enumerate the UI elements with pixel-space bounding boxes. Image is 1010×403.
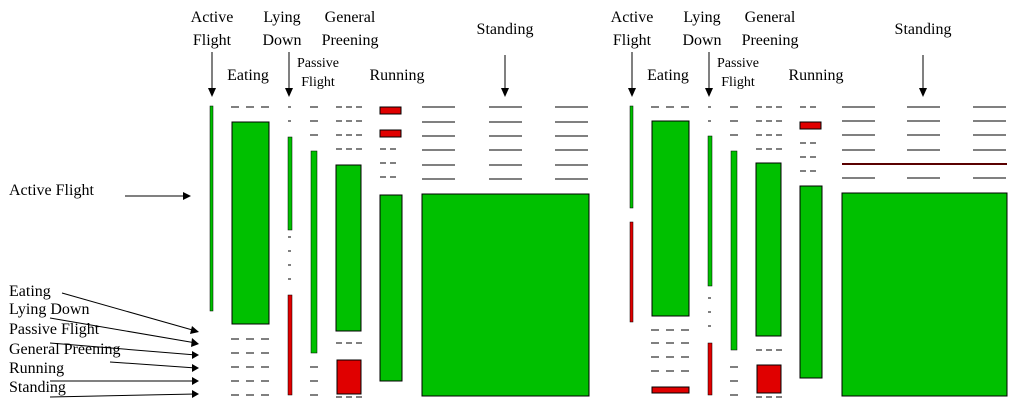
left-label-standing: Standing (477, 21, 534, 38)
left-cell-standing-standing (421, 193, 590, 397)
row-label-running: Running (9, 360, 64, 377)
right-label-general-preening-line2: Preening (742, 32, 799, 49)
right-col-lyingdown-dashes (708, 106, 711, 327)
left-cell-lyingdown-activeflight (287, 136, 293, 231)
row-labels: Active Flight Eating Lying Down Passive … (9, 182, 199, 398)
left-cell-eating-eating (231, 121, 270, 325)
right-col-eating-dashes (651, 106, 689, 372)
right-cell-eating-standing (651, 386, 690, 394)
right-cell-passiveflight-passiveflight (730, 150, 738, 351)
right-label-running: Running (788, 67, 843, 84)
right-cell-activeflight-eating (629, 221, 634, 323)
right-cell-generalpreening-running (756, 364, 782, 394)
left-cell-running-running (379, 194, 403, 382)
row-label-passive-flight: Passive Flight (9, 321, 100, 338)
left-label-lying-down-line2: Down (262, 32, 301, 49)
right-panel-matrix (629, 105, 1008, 398)
left-panel-column-labels: Active Flight Eating Lying Down Passive … (191, 9, 534, 90)
right-cell-generalpreening-generalpreening (755, 162, 782, 337)
left-label-running: Running (369, 67, 424, 84)
left-label-active-flight-line1: Active (191, 9, 234, 26)
right-label-general-preening-line1: General (745, 9, 796, 26)
left-col-passiveflight-dashes (310, 106, 318, 396)
right-panel-arrows (628, 52, 927, 97)
left-arrowhead-standing (501, 88, 509, 97)
right-cell-standing-standing (841, 192, 1008, 397)
left-label-eating: Eating (227, 67, 269, 84)
right-cell-eating-eating (651, 120, 690, 317)
right-label-passive-flight-line1: Passive (717, 56, 759, 71)
row-label-active-flight: Active Flight (9, 182, 94, 199)
right-label-active-flight-line1: Active (611, 9, 654, 26)
right-col-generalpreening-dashes (756, 106, 782, 398)
right-col-passiveflight-dashes (730, 106, 738, 396)
left-arrowhead-active-flight (208, 88, 216, 97)
right-label-lying-down-line2: Down (682, 32, 721, 49)
right-cell-lyingdown-running (707, 342, 713, 396)
row-label-standing: Standing (9, 379, 66, 396)
left-label-active-flight-line2: Flight (193, 32, 232, 49)
right-col-standing-dashes (842, 106, 1006, 179)
left-label-passive-flight-line2: Flight (301, 75, 335, 90)
left-panel-matrix (209, 105, 590, 398)
left-cell-generalpreening-running (336, 359, 362, 395)
right-cell-lyingdown-lyingdown (707, 135, 713, 287)
left-cell-generalpreening-generalpreening (335, 164, 362, 332)
left-cell-passiveflight-passiveflight (310, 150, 318, 354)
row-label-eating: Eating (9, 283, 51, 300)
right-label-active-flight-line2: Flight (613, 32, 652, 49)
left-col-standing-dashes (422, 106, 588, 180)
left-col-running-dashes (380, 148, 396, 178)
row-label-general-preening: General Preening (9, 341, 121, 358)
left-cell-activeflight-activeflight (209, 105, 214, 312)
left-label-lying-down-line1: Lying (263, 9, 300, 26)
row-label-lying-down: Lying Down (9, 301, 89, 318)
right-label-eating: Eating (647, 67, 689, 84)
right-panel-column-labels: Active Flight Eating Lying Down Passive … (611, 9, 952, 90)
right-cell-standing-passiveflight (842, 163, 1007, 165)
right-col-running-dashes (800, 106, 816, 172)
right-cell-activeflight-activeflight (629, 105, 634, 209)
left-label-general-preening-line1: General (325, 9, 376, 26)
left-cell-lyingdown-running (287, 294, 293, 396)
right-cell-running-running (799, 185, 823, 379)
left-col-eating-dashes (231, 106, 269, 396)
left-cell-running-activeflight (379, 106, 402, 115)
left-panel-arrows (208, 52, 509, 97)
right-label-standing: Standing (895, 21, 952, 38)
left-col-generalpreening-dashes (336, 106, 362, 398)
left-label-passive-flight-line1: Passive (297, 56, 339, 71)
right-label-lying-down-line1: Lying (683, 9, 720, 26)
right-cell-running-eating (799, 121, 822, 130)
left-arrowhead-lying-down (285, 88, 293, 97)
left-col-lyingdown-dashes (288, 106, 291, 280)
right-label-passive-flight-line2: Flight (721, 75, 755, 90)
left-cell-running-eating (379, 129, 402, 138)
left-label-general-preening-line2: Preening (322, 32, 379, 49)
